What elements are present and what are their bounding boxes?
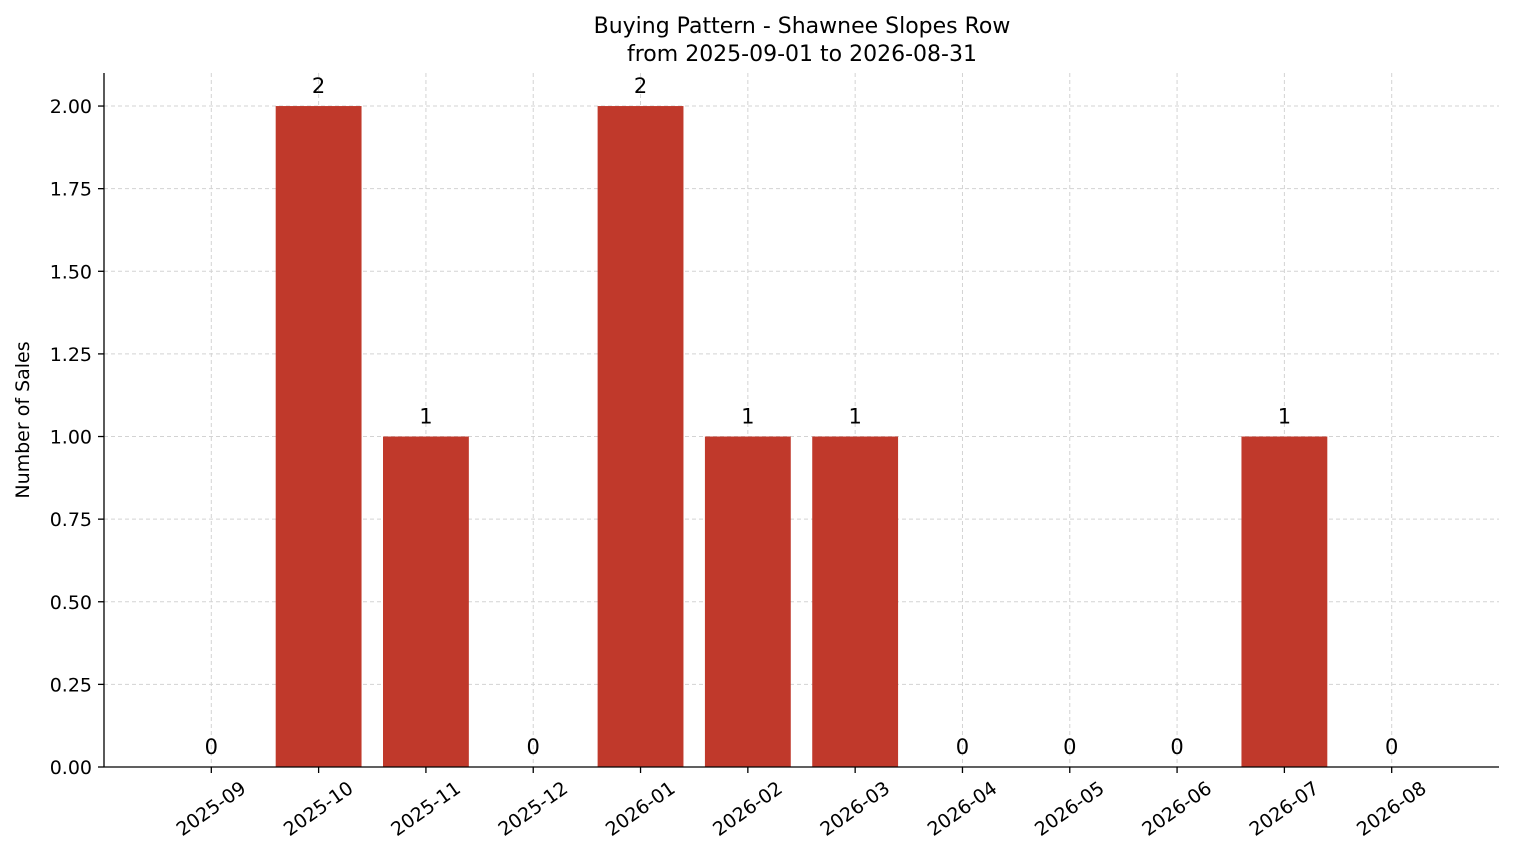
x-tick-label: 2026-08 — [1353, 777, 1431, 841]
bar — [704, 436, 791, 767]
x-tick-label: 2026-02 — [709, 777, 787, 841]
x-tick-label: 2026-01 — [602, 777, 680, 841]
value-label: 2 — [312, 74, 325, 98]
value-label: 1 — [741, 405, 754, 429]
y-tick-label: 0.00 — [50, 757, 92, 779]
x-tick-label: 2025-12 — [494, 777, 572, 841]
x-tick-label: 2025-10 — [280, 777, 358, 841]
y-tick-label: 2.00 — [50, 96, 92, 118]
x-tick-label: 2026-06 — [1138, 777, 1216, 841]
y-tick-label: 0.50 — [50, 592, 92, 614]
value-label: 2 — [634, 74, 647, 98]
x-tick-label: 2026-03 — [816, 777, 894, 841]
y-tick-label: 1.00 — [50, 427, 92, 449]
value-label: 1 — [848, 405, 861, 429]
bar — [275, 106, 362, 768]
y-tick-label: 1.75 — [50, 179, 92, 201]
bar — [383, 436, 469, 767]
x-tick-label: 2026-05 — [1031, 777, 1109, 841]
bar — [1241, 436, 1328, 767]
x-tick-label: 2025-09 — [172, 777, 250, 841]
x-tick-label: 2025-11 — [387, 777, 465, 841]
y-tick-label: 1.25 — [50, 344, 92, 366]
y-tick-label: 0.25 — [50, 674, 92, 696]
y-tick-label: 1.50 — [50, 261, 92, 283]
y-axis-label: Number of Sales — [12, 341, 34, 498]
value-label: 0 — [1385, 735, 1398, 759]
value-label: 0 — [1063, 735, 1076, 759]
x-tick-label: 2026-04 — [924, 777, 1002, 841]
bar — [812, 436, 899, 767]
value-label: 1 — [1278, 405, 1291, 429]
chart-subtitle: from 2025-09-01 to 2026-08-31 — [627, 42, 977, 67]
value-label: 0 — [205, 735, 218, 759]
value-label: 0 — [527, 735, 540, 759]
value-label: 0 — [956, 735, 969, 759]
chart-title: Buying Pattern - Shawnee Slopes Row — [594, 14, 1011, 39]
x-tick-label: 2026-07 — [1246, 777, 1324, 841]
value-label: 0 — [1170, 735, 1183, 759]
bar — [597, 106, 684, 768]
y-tick-label: 0.75 — [50, 509, 92, 531]
value-label: 1 — [419, 405, 432, 429]
